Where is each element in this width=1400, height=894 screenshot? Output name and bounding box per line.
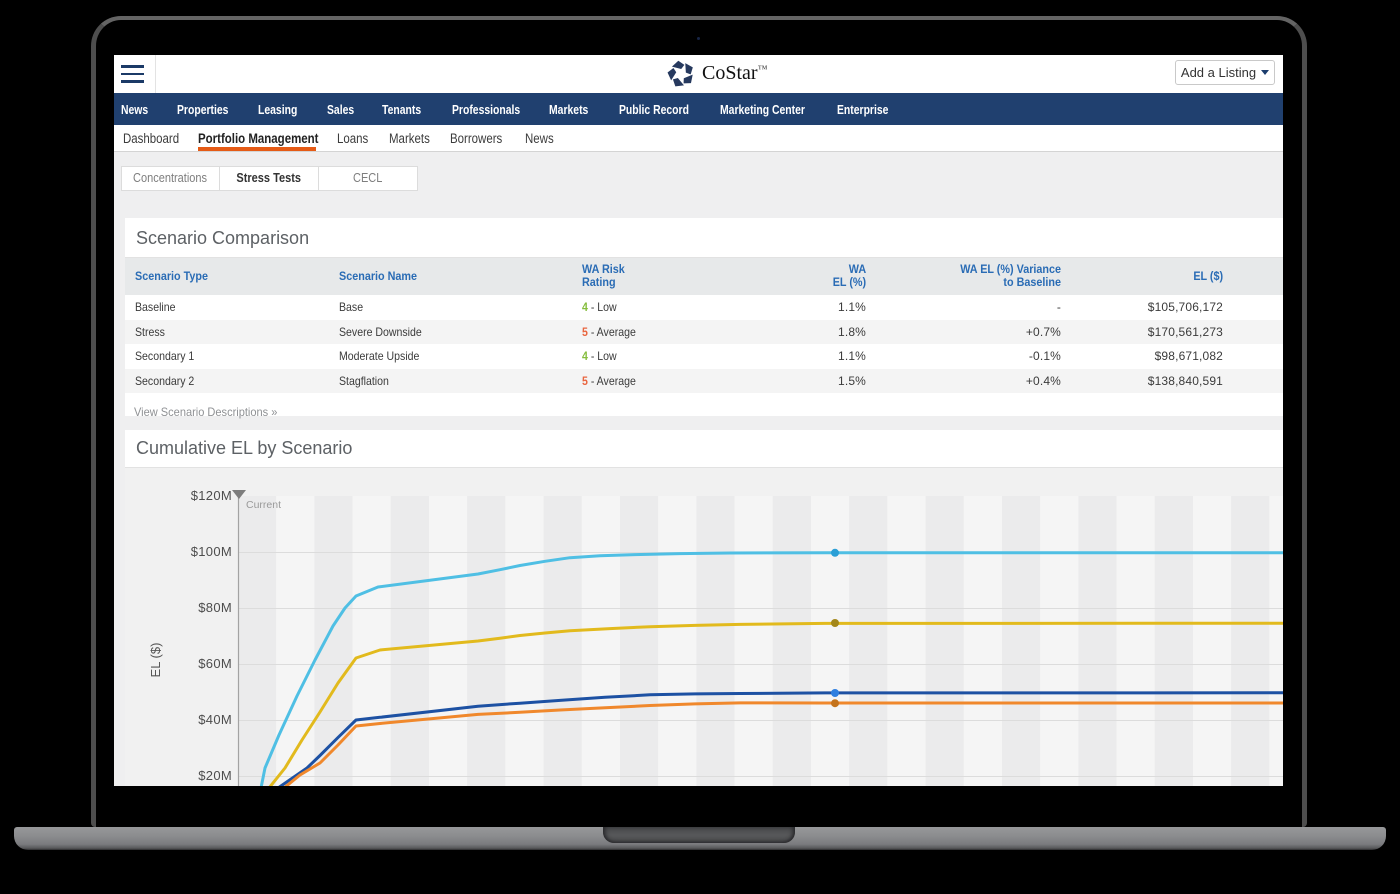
svg-text:$120M: $120M (191, 488, 232, 503)
svg-text:Current: Current (246, 499, 281, 511)
svg-text:$100M: $100M (191, 544, 232, 559)
svg-text:$60M: $60M (198, 656, 232, 671)
svg-text:$20M: $20M (198, 768, 232, 783)
svg-text:$80M: $80M (198, 600, 232, 615)
svg-text:$40M: $40M (198, 712, 232, 727)
svg-text:EL ($): EL ($) (148, 643, 163, 678)
